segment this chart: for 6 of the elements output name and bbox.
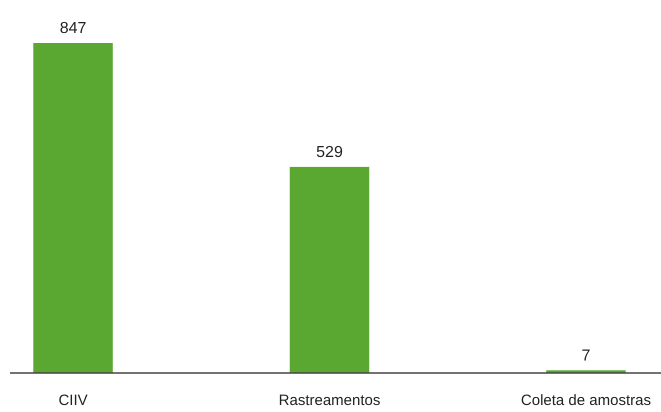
data-label: 7	[582, 347, 591, 364]
data-label: 847	[60, 20, 86, 37]
data-label: 529	[316, 144, 343, 161]
x-tick-label: CIIV	[58, 392, 88, 409]
x-tick-label: Coleta de amostras	[520, 392, 651, 409]
x-tick-label: Rastreamentos	[278, 392, 380, 409]
